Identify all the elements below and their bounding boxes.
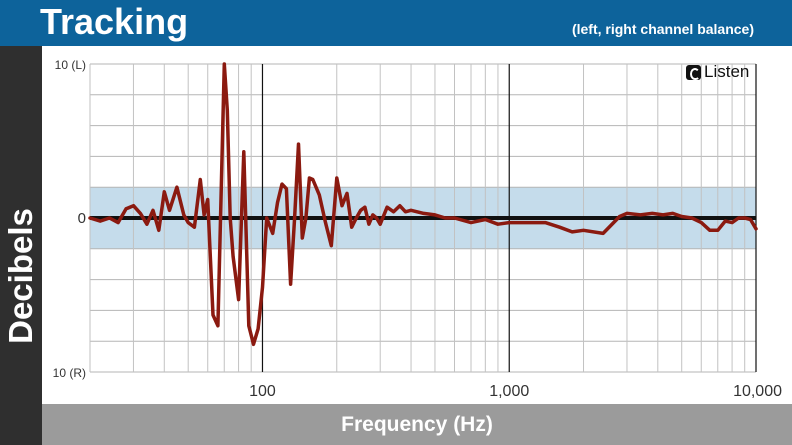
listen-logo: Listen bbox=[686, 62, 749, 82]
grid-lines bbox=[89, 63, 757, 373]
x-axis-label-bar: Frequency (Hz) bbox=[42, 404, 792, 445]
x-tick-label: 100 bbox=[249, 383, 276, 400]
listen-logo-icon bbox=[686, 64, 701, 80]
tick-labels: 10 (L) 0 10 (R) 100 1,000 10,000 bbox=[53, 58, 782, 400]
y-tick-label: 10 (R) bbox=[53, 366, 86, 380]
y-tick-label: 10 (L) bbox=[55, 58, 86, 72]
logo-text: Listen bbox=[704, 62, 750, 81]
series-layer bbox=[88, 62, 758, 347]
header-bar: Tracking (left, right channel balance) bbox=[0, 0, 792, 46]
page-title: Tracking bbox=[40, 1, 189, 42]
y-axis-label: Decibels bbox=[2, 208, 39, 344]
y-tick-label: 0 bbox=[78, 210, 86, 227]
x-tick-label: 10,000 bbox=[733, 383, 782, 400]
tracking-series-line bbox=[88, 62, 758, 347]
tracking-chart: 10 (L) 0 10 (R) 100 1,000 10,000 bbox=[53, 58, 782, 400]
y-axis-label-bar: Decibels bbox=[0, 46, 42, 445]
x-tick-label: 1,000 bbox=[489, 383, 529, 400]
page-subtitle: (left, right channel balance) bbox=[571, 21, 754, 37]
x-axis-label: Frequency (Hz) bbox=[341, 413, 493, 436]
